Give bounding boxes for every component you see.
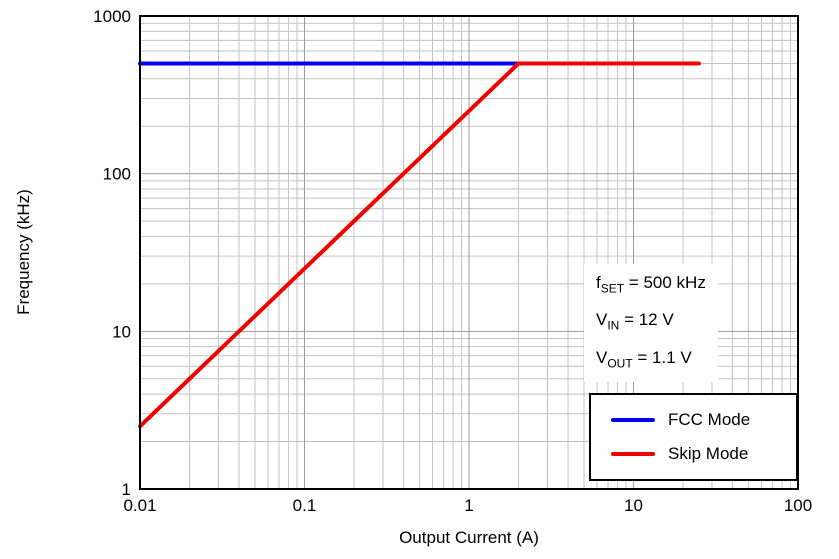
- y-tick-label: 10: [112, 322, 131, 341]
- y-axis-title: Frequency (kHz): [14, 189, 33, 315]
- legend-label-skip-mode: Skip Mode: [668, 444, 749, 463]
- annotation-value: = 12 V: [619, 310, 674, 330]
- annotation-value: = 1.1 V: [632, 347, 692, 367]
- fcc-mode-line-swatch: [611, 418, 655, 422]
- skip-mode-line: [138, 61, 701, 429]
- annotation-symbol: V: [596, 310, 608, 330]
- x-tick-label: 0.01: [123, 496, 156, 515]
- annotation-symbol: V: [596, 347, 608, 367]
- x-tick-label: 0.1: [293, 496, 317, 515]
- skip-mode-line-swatch: [611, 452, 655, 456]
- annotation-subscript: IN: [607, 318, 620, 333]
- annotation-subscript: SET: [600, 281, 625, 296]
- annotation-subscript: OUT: [607, 356, 633, 371]
- legend-item-fcc-mode: FCC Mode: [611, 410, 796, 430]
- x-axis-title: Output Current (A): [399, 528, 539, 547]
- x-tick-label: 10: [624, 496, 643, 515]
- annotation-value: = 500 kHz: [624, 273, 706, 292]
- y-tick-label: 1000: [93, 7, 131, 26]
- y-tick-label: 1: [122, 480, 131, 499]
- annotation-line-fset: fSET = 500 kHz: [596, 267, 706, 304]
- legend-item-skip-mode: Skip Mode: [611, 444, 796, 464]
- x-tick-label: 100: [784, 496, 812, 515]
- legend-label-fcc-mode: FCC Mode: [668, 410, 751, 429]
- legend: FCC Mode Skip Mode: [589, 393, 798, 481]
- annotation-symbol: f: [596, 273, 601, 292]
- x-tick-label: 1: [464, 496, 473, 515]
- annotation-line-vout: VOUT = 1.1 V: [596, 342, 706, 379]
- conditions-annotation: fSET = 500 kHz VIN = 12 V VOUT = 1.1 V: [584, 264, 718, 383]
- plot-frame: [139, 15, 799, 490]
- y-tick-label: 100: [103, 165, 131, 184]
- annotation-line-vin: VIN = 12 V: [596, 304, 706, 341]
